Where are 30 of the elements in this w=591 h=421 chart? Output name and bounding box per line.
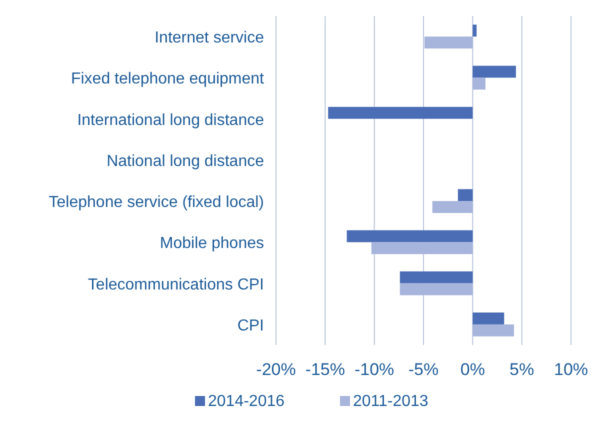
bar	[424, 36, 473, 48]
y-tick-label: International long distance	[77, 112, 264, 129]
y-tick-label: Telephone service (fixed local)	[48, 194, 264, 212]
x-tick-label: 10%	[554, 360, 588, 379]
bar	[432, 201, 473, 213]
x-tick-label: -5%	[408, 360, 439, 379]
bar	[371, 242, 473, 254]
x-tick-label: 5%	[510, 360, 534, 379]
legend-label: 2011-2013	[353, 393, 428, 410]
x-tick-label: -15%	[305, 360, 346, 379]
y-tick-label: Internet service	[154, 30, 264, 47]
x-tick-label: 0%	[460, 360, 485, 379]
bar	[472, 324, 514, 336]
bar	[472, 24, 477, 37]
bar	[400, 283, 473, 296]
bar	[346, 230, 473, 242]
bar	[472, 78, 486, 90]
y-tick-label: CPI	[237, 317, 264, 334]
bar	[458, 189, 473, 202]
x-tick-label: -20%	[256, 360, 296, 379]
bar	[472, 66, 516, 78]
y-tick-label: Telecommunications CPI	[88, 276, 264, 294]
bar	[328, 106, 473, 119]
y-tick-label: National long distance	[106, 152, 264, 170]
legend-label: 2014-2016	[208, 393, 285, 410]
y-tick-label: Mobile phones	[160, 235, 264, 252]
bar	[400, 271, 473, 284]
y-tick-label: Fixed telephone equipment	[70, 70, 265, 88]
x-tick-label: -10%	[354, 360, 394, 379]
bar	[472, 312, 504, 324]
